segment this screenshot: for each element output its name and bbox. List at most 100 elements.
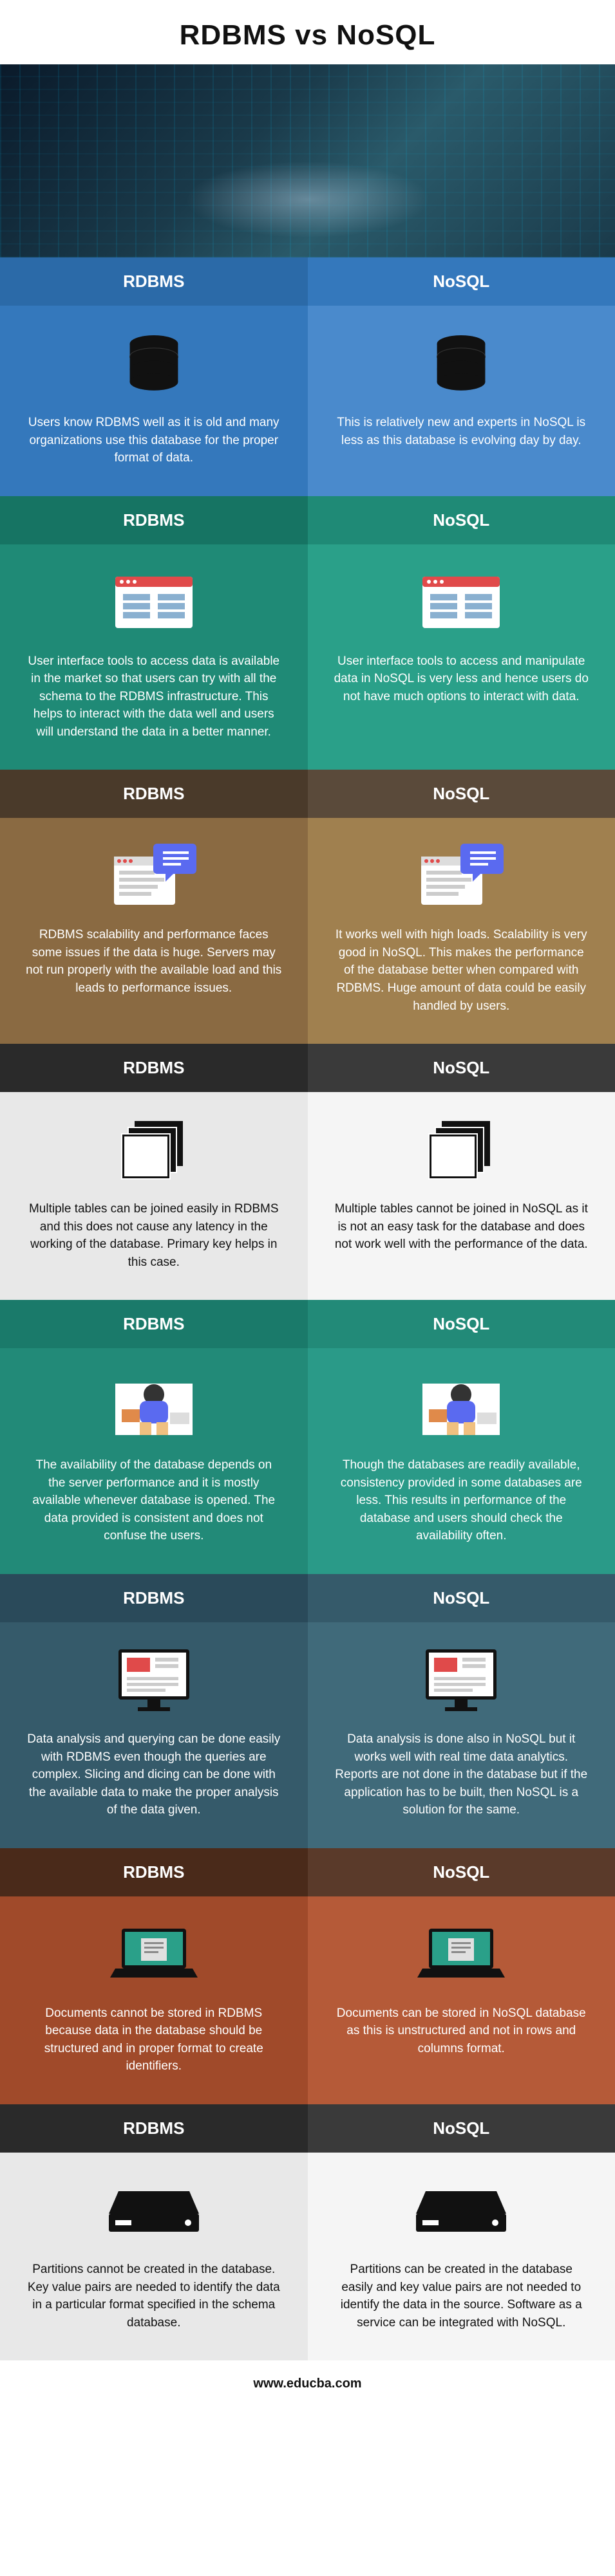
monitor-blocks-icon (109, 1642, 199, 1719)
body-right-text: Multiple tables cannot be joined in NoSQ… (334, 1200, 590, 1254)
section-body-row: Data analysis and querying can be done e… (0, 1622, 615, 1848)
window-grid-icon (109, 567, 199, 638)
header-right: NoSQL (308, 257, 615, 306)
icon-wrap-left (26, 564, 282, 641)
body-left: User interface tools to access data is a… (0, 544, 308, 770)
body-left-text: User interface tools to access data is a… (26, 653, 282, 741)
body-right-text: It works well with high loads. Scalabili… (334, 926, 590, 1015)
icon-wrap-right (334, 2172, 590, 2249)
header-left: RDBMS (0, 1574, 308, 1622)
icon-wrap-left (26, 837, 282, 914)
body-left-text: Documents cannot be stored in RDBMS beca… (26, 2005, 282, 2075)
body-right-text: This is relatively new and experts in No… (334, 414, 590, 449)
icon-wrap-right (334, 1111, 590, 1189)
section-body-row: User interface tools to access data is a… (0, 544, 615, 770)
icon-wrap-left (26, 1367, 282, 1445)
window-grid-icon (416, 567, 506, 638)
database-icon (118, 328, 189, 399)
body-left-text: Data analysis and querying can be done e… (26, 1730, 282, 1819)
laptop-doc-icon (413, 1919, 509, 1990)
body-left-text: Users know RDBMS well as it is old and m… (26, 414, 282, 467)
footer: www.educba.com (0, 2360, 615, 2407)
body-right-text: Though the databases are readily availab… (334, 1456, 590, 1545)
header-left: RDBMS (0, 1044, 308, 1092)
section-body-row: The availability of the database depends… (0, 1348, 615, 1574)
header-right: NoSQL (308, 1848, 615, 1896)
icon-wrap-right (334, 564, 590, 641)
body-right-text: Data analysis is done also in NoSQL but … (334, 1730, 590, 1819)
header-left: RDBMS (0, 496, 308, 544)
icon-wrap-left (26, 1111, 282, 1189)
icon-wrap-left (26, 325, 282, 402)
hero-image (0, 64, 615, 257)
section-header-row: RDBMS NoSQL (0, 2104, 615, 2153)
icon-wrap-right (334, 1367, 590, 1445)
browser-chat-icon (416, 837, 506, 914)
section-body-row: Partitions cannot be created in the data… (0, 2153, 615, 2360)
body-left: Documents cannot be stored in RDBMS beca… (0, 1896, 308, 2104)
body-left-text: Multiple tables can be joined easily in … (26, 1200, 282, 1271)
hard-drive-icon (106, 2182, 202, 2239)
body-left-text: The availability of the database depends… (26, 1456, 282, 1545)
header-left: RDBMS (0, 770, 308, 818)
header-right: NoSQL (308, 1044, 615, 1092)
header-left: RDBMS (0, 1848, 308, 1896)
icon-wrap-right (334, 1642, 590, 1719)
body-right: Partitions can be created in the databas… (308, 2153, 615, 2360)
body-right: This is relatively new and experts in No… (308, 306, 615, 496)
body-left: Multiple tables can be joined easily in … (0, 1092, 308, 1300)
header-left: RDBMS (0, 257, 308, 306)
title-bar: RDBMS vs NoSQL (0, 0, 615, 64)
body-right: Data analysis is done also in NoSQL but … (308, 1622, 615, 1848)
section-header-row: RDBMS NoSQL (0, 1574, 615, 1622)
footer-url: www.educba.com (253, 2377, 361, 2391)
section-header-row: RDBMS NoSQL (0, 257, 615, 306)
body-right: Multiple tables cannot be joined in NoSQ… (308, 1092, 615, 1300)
body-right: It works well with high loads. Scalabili… (308, 818, 615, 1044)
desk-person-icon (109, 1367, 199, 1445)
section-header-row: RDBMS NoSQL (0, 1848, 615, 1896)
body-right-text: Documents can be stored in NoSQL databas… (334, 2005, 590, 2058)
hard-drive-icon (413, 2182, 509, 2239)
header-left: RDBMS (0, 2104, 308, 2153)
body-left: Data analysis and querying can be done e… (0, 1622, 308, 1848)
section-header-row: RDBMS NoSQL (0, 1300, 615, 1348)
header-right: NoSQL (308, 1574, 615, 1622)
body-right-text: User interface tools to access and manip… (334, 653, 590, 706)
comparison-sections: RDBMS NoSQL Users know RDBMS well as it … (0, 257, 615, 2360)
body-right-text: Partitions can be created in the databas… (334, 2261, 590, 2331)
section-body-row: Users know RDBMS well as it is old and m… (0, 306, 615, 496)
body-right: Documents can be stored in NoSQL databas… (308, 1896, 615, 2104)
monitor-blocks-icon (416, 1642, 506, 1719)
section-header-row: RDBMS NoSQL (0, 1044, 615, 1092)
header-right: NoSQL (308, 2104, 615, 2153)
icon-wrap-left (26, 1916, 282, 1993)
body-left-text: Partitions cannot be created in the data… (26, 2261, 282, 2331)
body-left: Users know RDBMS well as it is old and m… (0, 306, 308, 496)
header-right: NoSQL (308, 496, 615, 544)
body-left: Partitions cannot be created in the data… (0, 2153, 308, 2360)
header-right: NoSQL (308, 1300, 615, 1348)
section-body-row: RDBMS scalability and performance faces … (0, 818, 615, 1044)
database-icon (426, 328, 497, 399)
laptop-doc-icon (106, 1919, 202, 1990)
section-body-row: Documents cannot be stored in RDBMS beca… (0, 1896, 615, 2104)
section-body-row: Multiple tables can be joined easily in … (0, 1092, 615, 1300)
icon-wrap-left (26, 2172, 282, 2249)
body-left-text: RDBMS scalability and performance faces … (26, 926, 282, 997)
header-left: RDBMS (0, 1300, 308, 1348)
section-header-row: RDBMS NoSQL (0, 496, 615, 544)
tables-stack-icon (115, 1115, 193, 1185)
page-title: RDBMS vs NoSQL (0, 19, 615, 51)
icon-wrap-right (334, 1916, 590, 1993)
body-left: The availability of the database depends… (0, 1348, 308, 1574)
icon-wrap-right (334, 837, 590, 914)
header-right: NoSQL (308, 770, 615, 818)
tables-stack-icon (422, 1115, 500, 1185)
icon-wrap-left (26, 1642, 282, 1719)
body-right: User interface tools to access and manip… (308, 544, 615, 770)
desk-person-icon (416, 1367, 506, 1445)
body-left: RDBMS scalability and performance faces … (0, 818, 308, 1044)
section-header-row: RDBMS NoSQL (0, 770, 615, 818)
body-right: Though the databases are readily availab… (308, 1348, 615, 1574)
